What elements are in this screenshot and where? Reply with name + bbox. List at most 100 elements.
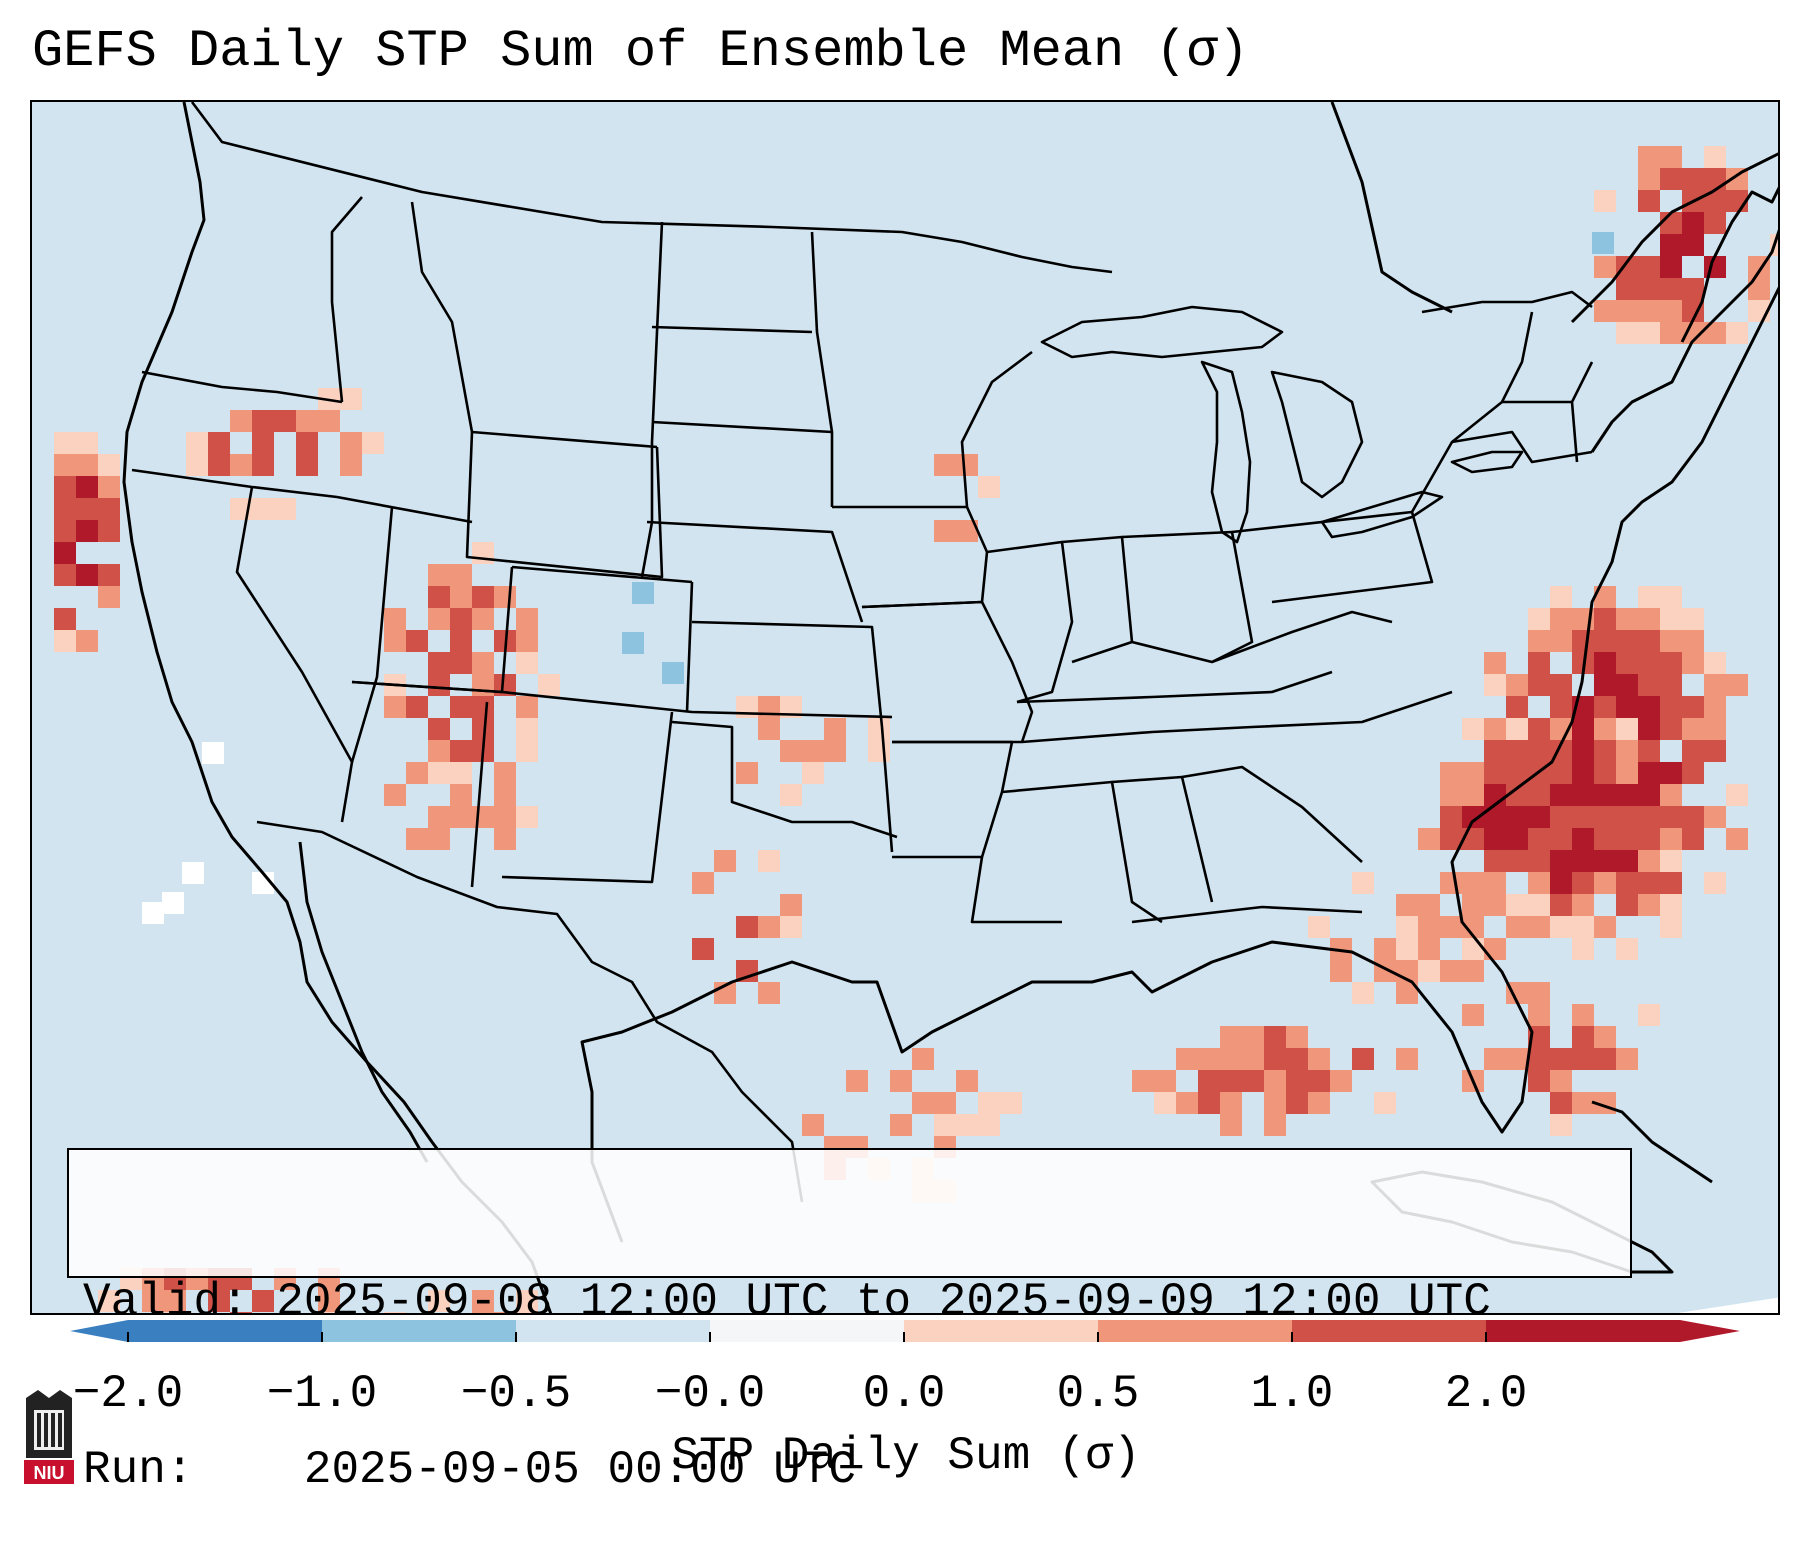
colorbar-segment bbox=[1486, 1320, 1681, 1342]
stp-cell bbox=[780, 916, 802, 938]
colorbar-tick-label: 0.0 bbox=[862, 1368, 946, 1420]
stp-cell bbox=[1440, 960, 1462, 982]
stp-cell bbox=[1616, 322, 1638, 344]
stp-cell bbox=[472, 1290, 494, 1312]
stp-cell bbox=[1592, 232, 1614, 254]
stp-cell bbox=[202, 742, 224, 764]
colorbar-tick-label: −1.0 bbox=[266, 1368, 378, 1420]
stp-cell bbox=[1506, 696, 1528, 718]
idaho-west bbox=[330, 196, 363, 403]
new-england bbox=[1451, 361, 1594, 464]
stp-cell bbox=[824, 740, 846, 762]
stp-cell bbox=[1506, 674, 1528, 696]
stp-cell bbox=[846, 1070, 868, 1092]
stp-cell bbox=[142, 902, 164, 924]
stp-cell bbox=[516, 806, 538, 828]
stp-cell bbox=[1616, 718, 1638, 740]
stp-cell bbox=[384, 1312, 406, 1313]
stp-cell bbox=[1396, 1048, 1418, 1070]
stp-cell bbox=[450, 784, 472, 806]
map-svg bbox=[32, 102, 1778, 1313]
stp-cell bbox=[1396, 894, 1418, 916]
stp-cell bbox=[1638, 718, 1660, 740]
stp-cell bbox=[494, 674, 516, 696]
stp-cell bbox=[1374, 1092, 1396, 1114]
stp-cell bbox=[1594, 256, 1616, 278]
ok-ar bbox=[880, 726, 894, 853]
florida-keys bbox=[1591, 1100, 1713, 1184]
stp-cell bbox=[1594, 586, 1616, 608]
stp-cell bbox=[1550, 1048, 1572, 1070]
stp-cell bbox=[1264, 1070, 1286, 1092]
stp-cell bbox=[164, 1290, 186, 1312]
stp-cell bbox=[428, 586, 450, 608]
stp-cell bbox=[1660, 256, 1682, 278]
stp-cell bbox=[252, 454, 274, 476]
stp-cell bbox=[1660, 278, 1682, 300]
stp-cell bbox=[1572, 806, 1594, 828]
stp-cell bbox=[1528, 608, 1550, 630]
stp-cell bbox=[1638, 828, 1660, 850]
four-corners-row bbox=[351, 680, 893, 719]
colorbar-segment bbox=[904, 1320, 1099, 1342]
stp-cell bbox=[142, 1290, 164, 1312]
stp-cell bbox=[182, 862, 204, 884]
stp-cell bbox=[76, 630, 98, 652]
lake-superior bbox=[1040, 305, 1284, 359]
stp-cell bbox=[1616, 608, 1638, 630]
stp-cell bbox=[76, 520, 98, 542]
stp-cell bbox=[1660, 850, 1682, 872]
stp-cell bbox=[1572, 762, 1594, 784]
stp-cell bbox=[1506, 982, 1528, 1004]
stp-cell bbox=[1528, 806, 1550, 828]
stp-cell bbox=[1682, 168, 1704, 190]
colorbar-tick-label: 2.0 bbox=[1444, 1368, 1528, 1420]
colorbar-segment bbox=[128, 1320, 323, 1342]
stp-cell bbox=[1660, 718, 1682, 740]
stp-cell bbox=[1462, 1004, 1484, 1026]
stp-cell bbox=[450, 740, 472, 762]
stp-cell bbox=[98, 476, 120, 498]
stp-cell bbox=[1440, 784, 1462, 806]
stp-cell bbox=[472, 718, 494, 740]
stp-cell bbox=[406, 696, 428, 718]
gulf-coast bbox=[580, 286, 1778, 1243]
stp-cell bbox=[252, 410, 274, 432]
borders bbox=[131, 102, 1594, 1203]
stp-cell bbox=[1638, 872, 1660, 894]
stp-cell bbox=[1616, 630, 1638, 652]
co-ks bbox=[685, 581, 694, 713]
stp-cell bbox=[1660, 696, 1682, 718]
il bbox=[986, 540, 1074, 704]
stp-cell bbox=[1660, 212, 1682, 234]
stp-cell bbox=[1638, 1004, 1660, 1026]
stp-cell bbox=[516, 1290, 538, 1312]
stp-cell bbox=[1440, 806, 1462, 828]
stp-cell bbox=[1572, 1004, 1594, 1026]
stp-cell bbox=[1638, 190, 1660, 212]
nd-sd bbox=[651, 325, 813, 334]
stp-cell bbox=[494, 806, 516, 828]
stp-cell bbox=[912, 1048, 934, 1070]
wi-mi bbox=[960, 350, 1033, 508]
stp-cell bbox=[296, 410, 318, 432]
stp-cell bbox=[1286, 1070, 1308, 1092]
stp-cell bbox=[1638, 608, 1660, 630]
stp-cell bbox=[1462, 806, 1484, 828]
stp-cell bbox=[1704, 806, 1726, 828]
stp-cell bbox=[450, 652, 472, 674]
stp-cell bbox=[912, 1092, 934, 1114]
montana-south bbox=[471, 430, 658, 449]
stp-cell bbox=[1660, 630, 1682, 652]
stp-cell bbox=[1616, 652, 1638, 674]
stp-cell bbox=[1550, 608, 1572, 630]
mexico-us-border bbox=[256, 820, 804, 1203]
pa-ny bbox=[1231, 510, 1434, 604]
stp-cell bbox=[450, 696, 472, 718]
stp-cell bbox=[384, 630, 406, 652]
stp-cell bbox=[1594, 784, 1616, 806]
stp-cell bbox=[1638, 784, 1660, 806]
stp-cell bbox=[186, 432, 208, 454]
stp-cell bbox=[1704, 212, 1726, 234]
stp-cell bbox=[1462, 916, 1484, 938]
